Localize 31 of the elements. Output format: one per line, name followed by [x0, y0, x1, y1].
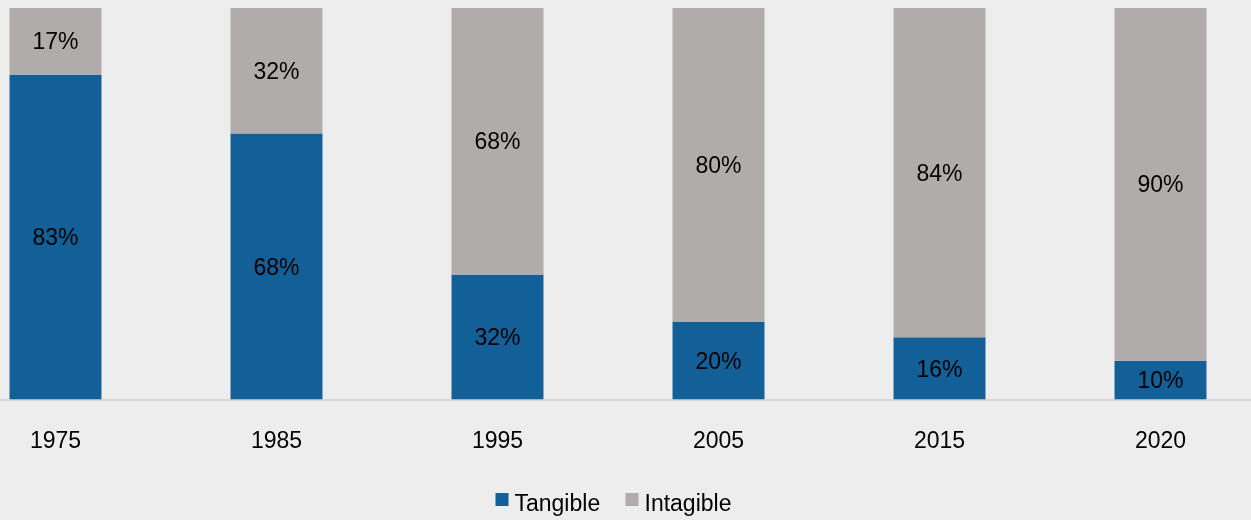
x-tick-label: 1995: [471, 427, 524, 453]
bar: [9, 74, 102, 400]
data-label: 32%: [474, 324, 521, 351]
data-label: 80%: [695, 151, 742, 178]
x-tick-label: 2015: [913, 427, 966, 453]
data-label: 10%: [1137, 367, 1184, 394]
bar: [451, 8, 544, 275]
data-label: 17%: [32, 28, 79, 55]
legend-label: Intagible: [644, 490, 732, 517]
data-label: 84%: [916, 159, 963, 186]
bar: [230, 8, 323, 134]
bar: [451, 274, 544, 400]
data-label: 32%: [253, 57, 300, 84]
x-tick-label: 2020: [1134, 427, 1187, 453]
bar: [893, 8, 986, 338]
bar: [9, 8, 102, 75]
bar: [672, 321, 765, 400]
bar: [672, 8, 765, 322]
bar: [893, 337, 986, 400]
bar: [1114, 8, 1207, 361]
bar: [230, 133, 323, 400]
x-tick-label: 1985: [250, 427, 303, 453]
legend-label: Tangible: [514, 490, 601, 517]
data-label: 83%: [32, 224, 79, 251]
data-label: 20%: [695, 347, 742, 374]
x-tick-label: 2005: [692, 427, 745, 453]
data-label: 16%: [916, 355, 963, 382]
x-tick-label: 1975: [29, 427, 82, 453]
data-label: 90%: [1137, 171, 1184, 198]
data-label: 68%: [474, 128, 521, 155]
data-label: 68%: [253, 253, 300, 280]
